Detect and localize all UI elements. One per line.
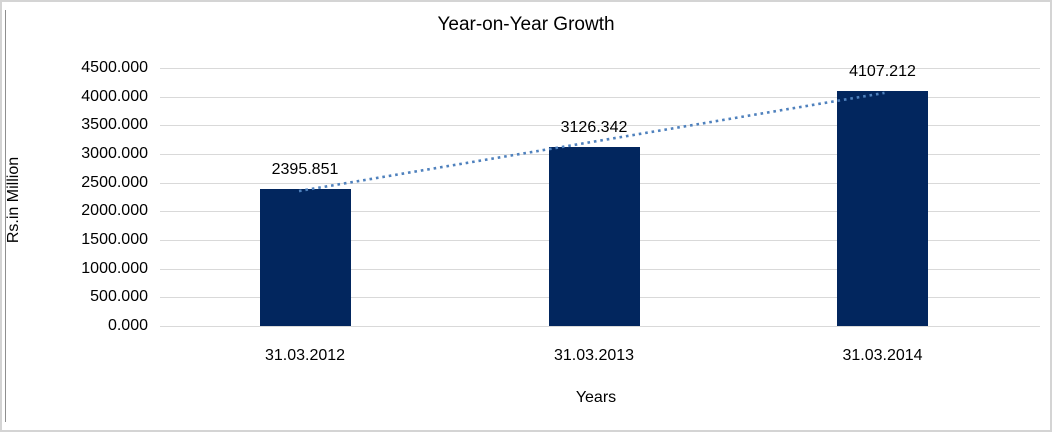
bar-data-label: 2395.851 <box>271 160 339 178</box>
plot-area <box>160 68 1040 327</box>
gridline <box>160 96 1040 98</box>
bar-31.03.2014[interactable] <box>837 90 928 326</box>
bar-data-label: 4107.212 <box>849 62 916 80</box>
trendline-dotted[interactable] <box>160 68 1040 326</box>
y-axis-tick-label: 1000.000 <box>81 259 148 277</box>
x-axis-title: Years <box>575 389 617 406</box>
y-axis-tick-labels: 4500.000 4000.000 3500.000 3000.000 2500.000… <box>0 0 148 432</box>
y-axis-tick-label: 3000.000 <box>81 145 148 162</box>
y-axis-tick-label: 4000.000 <box>81 87 148 105</box>
y-axis-tick-label: 500.000 <box>90 288 148 306</box>
gridline <box>160 125 1040 127</box>
y-axis-tick-label: 4500.000 <box>81 59 148 76</box>
bar-data-label: 3126.342 <box>560 118 628 136</box>
frame-left-line <box>5 10 6 422</box>
bar-31.03.2013[interactable] <box>548 146 640 326</box>
x-axis-category-label: 31.03.2014 <box>842 347 923 364</box>
y-axis-tick-label: 1500.000 <box>81 231 148 248</box>
gridline <box>160 68 1040 69</box>
y-axis-tick-label: 3500.000 <box>81 116 148 134</box>
x-axis-category-label: 31.03.2013 <box>553 347 635 364</box>
y-axis-tick-label: 0.000 <box>107 317 148 334</box>
x-axis-category-label: 31.03.2012 <box>264 347 346 364</box>
chart-title: Year-on-Year Growth <box>437 14 615 35</box>
y-axis-tick-label: 2000.000 <box>81 202 148 220</box>
y-axis-tick-label: 2500.000 <box>81 173 148 191</box>
gridline <box>160 326 1040 327</box>
bar-31.03.2012[interactable] <box>259 188 351 326</box>
